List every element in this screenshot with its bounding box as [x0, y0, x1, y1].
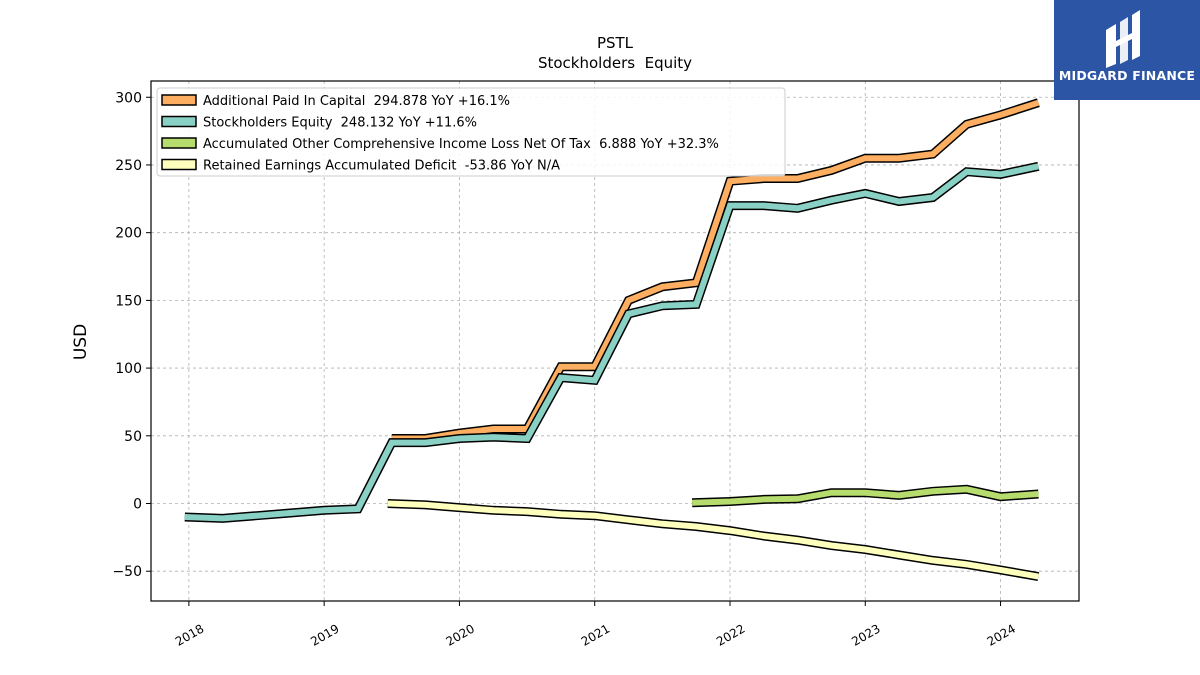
x-tick-label: 2021: [579, 621, 612, 648]
legend-swatch-4: [161, 158, 197, 171]
brand-logo: MIDGARD FINANCE: [1054, 0, 1200, 100]
x-tick-label: 2018: [173, 621, 206, 648]
y-tick-label: 0: [133, 497, 142, 513]
legend-frame: [156, 87, 786, 177]
series-3: [691, 484, 1039, 508]
midgard-logo-icon: [1106, 10, 1140, 68]
y-tick-label: 100: [115, 361, 142, 377]
series-4: [387, 499, 1040, 582]
series-3-line: [691, 486, 1039, 506]
series-1-line: [391, 99, 1040, 442]
x-tick-label: 2022: [714, 621, 747, 648]
legend-label-3: Accumulated Other Comprehensive Income L…: [203, 137, 719, 152]
legend-label-1: Additional Paid In Capital 294.878 YoY +…: [203, 94, 510, 109]
series-4-outline: [387, 499, 1040, 582]
y-axis-label: USD: [71, 324, 91, 360]
y-tick-label: 300: [115, 90, 142, 106]
y-tick-label: −50: [112, 564, 142, 580]
series-2-line: [184, 163, 1040, 522]
legend-label-2: Stockholders Equity 248.132 YoY +11.6%: [203, 116, 477, 131]
series-1: [391, 98, 1040, 443]
x-tick-label: 2020: [443, 621, 476, 648]
legend-swatch-3: [161, 137, 197, 149]
y-tick-label: 200: [115, 226, 142, 242]
x-tick-label: 2019: [308, 621, 341, 648]
chart-subtitle: Stockholders Equity: [538, 54, 692, 72]
chart-title: PSTL: [597, 34, 634, 52]
y-tick-label: 150: [115, 293, 142, 309]
legend: Additional Paid In Capital 294.878 YoY +…: [156, 87, 786, 177]
x-tick-label: 2023: [849, 621, 882, 648]
y-tick-label: 50: [124, 429, 142, 445]
y-tick-label: 250: [115, 158, 142, 174]
plot-frame: [150, 80, 1080, 602]
series-4-line: [387, 500, 1039, 580]
brand-name: MIDGARD FINANCE: [1058, 68, 1196, 83]
series-layer: [184, 98, 1040, 582]
legend-swatch-2: [161, 115, 197, 128]
legend-swatch-1: [161, 94, 197, 106]
legend-label-4: Retained Earnings Accumulated Deficit -5…: [203, 159, 560, 174]
x-tick-label: 2024: [985, 621, 1018, 648]
series-2: [184, 161, 1040, 523]
